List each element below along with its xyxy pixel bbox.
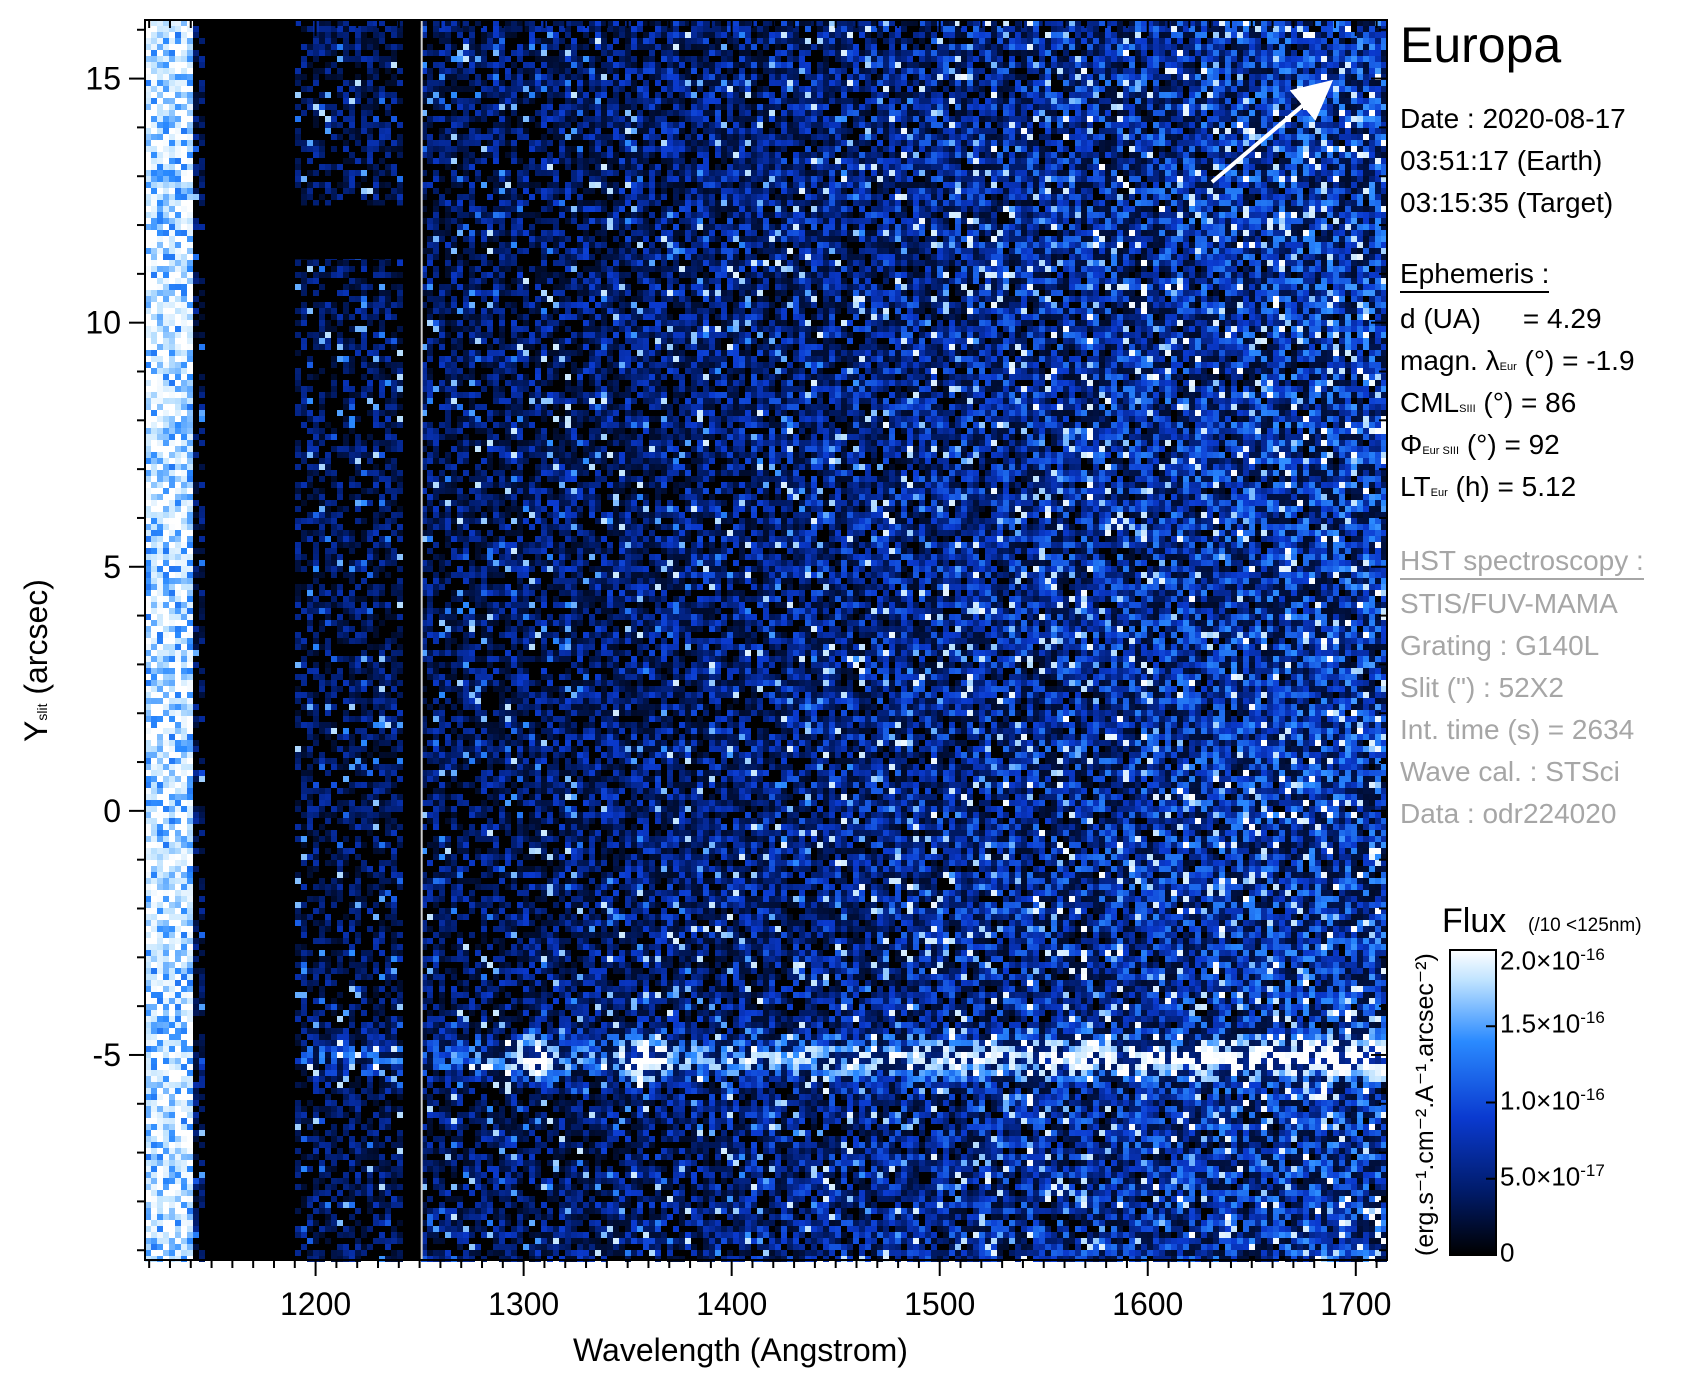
grating: Grating : G140L: [1400, 630, 1599, 662]
instrument: STIS/FUV-MAMA: [1400, 588, 1618, 620]
integration-time: Int. time (s) = 2634: [1400, 714, 1634, 746]
y-tick-label: 15: [85, 61, 121, 97]
y-axis-title: Yslit (arcsec): [18, 579, 55, 742]
y-tick-label: -5: [93, 1037, 121, 1073]
ephemeris-latitude: magn. λEur (°) = -1.9: [1400, 345, 1635, 377]
x-tick-label: 1400: [696, 1286, 767, 1322]
x-tick-label: 1200: [280, 1286, 351, 1322]
x-axis-title: Wavelength (Angstrom): [573, 1332, 908, 1369]
ephemeris-phase: ΦEur SIII (°) = 92: [1400, 429, 1560, 461]
colorbar-tick-label: 1.5×10-16: [1500, 1008, 1605, 1040]
ephemeris-header: Ephemeris :: [1400, 258, 1549, 290]
colorbar-title: Flux: [1442, 902, 1506, 941]
y-tick-label: 10: [85, 305, 121, 341]
wave-calibration: Wave cal. : STSci: [1400, 756, 1620, 788]
earth-time: 03:51:17 (Earth): [1400, 145, 1602, 177]
ephemeris-local-time: LTEur (h) = 5.12: [1400, 471, 1576, 503]
colorbar-tick-label: 0: [1500, 1237, 1514, 1269]
hst-header: HST spectroscopy :: [1400, 545, 1644, 577]
colorbar-tick-label: 1.0×10-16: [1500, 1085, 1605, 1117]
data-id: Data : odr224020: [1400, 798, 1616, 830]
x-tick-label: 1300: [488, 1286, 559, 1322]
target-time: 03:15:35 (Target): [1400, 187, 1613, 219]
y-tick-label: 5: [103, 549, 121, 585]
slit: Slit (") : 52X2: [1400, 672, 1564, 704]
x-tick-label: 1500: [904, 1286, 975, 1322]
date-line: Date : 2020-08-17: [1400, 103, 1626, 135]
ephemeris-distance: d (UA) = 4.29: [1400, 303, 1602, 335]
ephemeris-cml: CMLSIII (°) = 86: [1400, 387, 1576, 419]
target-title: Europa: [1400, 16, 1561, 74]
x-tick-label: 1700: [1320, 1286, 1391, 1322]
colorbar-tick-label: 2.0×10-16: [1500, 945, 1605, 977]
colorbar-note: (/10 <125nm): [1528, 915, 1642, 937]
y-tick-label: 0: [103, 793, 121, 829]
colorbar-tick-label: 5.0×10-17: [1500, 1161, 1605, 1193]
colorbar-unit: (erg.s⁻¹.cm⁻².A⁻¹.arcsec⁻²): [1410, 953, 1440, 1256]
x-tick-label: 1600: [1112, 1286, 1183, 1322]
